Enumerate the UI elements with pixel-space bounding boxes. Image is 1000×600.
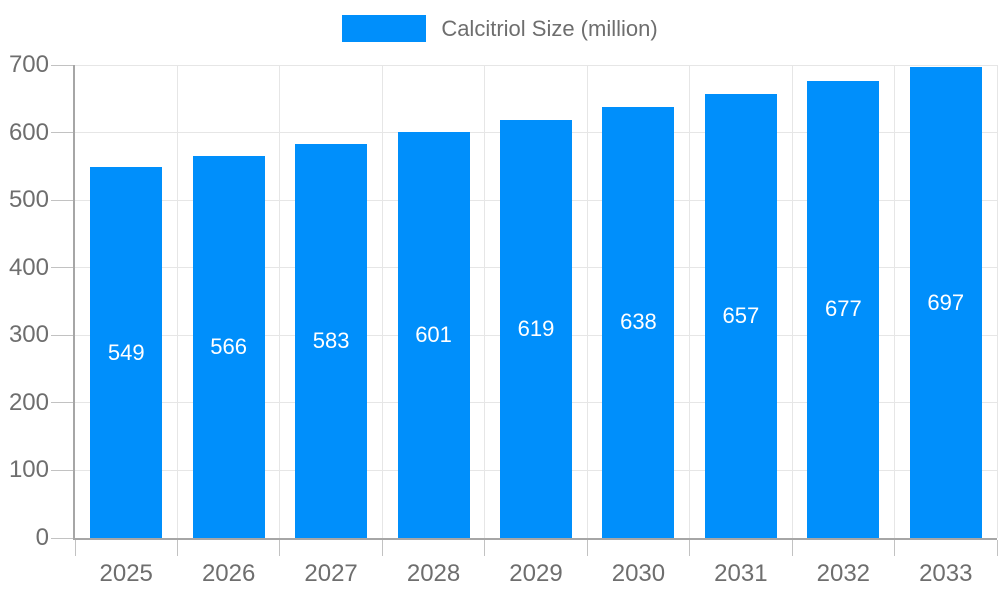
y-axis-tick [51,267,73,269]
y-axis-label: 600 [8,118,49,146]
y-axis-label: 700 [8,51,49,78]
x-axis-label: 2026 [201,560,256,587]
y-axis-tick [51,334,73,336]
x-axis-label: 2028 [406,560,461,587]
y-axis-tick [51,402,73,404]
x-axis-tick [689,540,691,556]
bar-value-label: 619 [517,315,555,341]
legend-swatch [342,15,427,42]
x-gridline [381,65,383,538]
bar-value-label: 601 [415,321,452,347]
bar-value-label: 677 [824,296,862,322]
y-axis-tick [51,132,73,134]
bar-2027[interactable] [295,144,368,538]
plot-area: 0 100 200 300 400 500 600 700 2025 549 2026 566 2027… [9,51,998,587]
x-gridline [279,65,281,538]
x-gridline [484,65,486,538]
bar-2026[interactable] [192,155,265,538]
x-gridline [791,65,793,538]
x-axis-tick [894,540,896,556]
y-axis-tick [51,537,73,539]
x-axis-tick [586,540,588,556]
bar-value-label: 583 [312,328,350,354]
bar-value-label: 566 [210,333,248,359]
x-axis-label: 2033 [919,560,973,587]
x-gridline [996,65,998,538]
x-axis-tick [381,540,383,556]
x-axis-tick [74,540,76,556]
x-gridline [689,65,691,538]
y-axis-label: 300 [8,321,49,349]
legend[interactable]: Calcitriol Size (million) [0,15,1000,42]
legend-label: Calcitriol Size (million) [441,15,658,41]
x-gridline [894,65,896,538]
x-axis-label: 2025 [99,560,153,587]
x-axis-label: 2031 [714,560,768,587]
y-gridline [75,64,997,66]
y-axis-label: 0 [35,524,49,551]
bar-2032[interactable] [807,80,880,538]
x-axis-tick [791,540,793,556]
x-axis-label: 2029 [509,560,563,587]
y-axis-tick [51,469,73,471]
x-axis-tick [279,540,281,556]
bar-2031[interactable] [704,94,777,538]
x-gridline [176,65,178,538]
x-axis-label: 2030 [611,560,666,587]
bar-value-label: 638 [620,309,657,335]
x-axis-tick [996,540,998,556]
bar-2033[interactable] [909,67,982,538]
x-gridline [586,65,588,538]
x-axis-label: 2027 [304,560,358,587]
y-axis-label: 200 [8,388,49,416]
bar-2025[interactable] [90,167,163,538]
bar-2029[interactable] [500,119,572,538]
bar-value-label: 657 [722,303,760,329]
y-axis-tick [51,199,73,201]
bar-2030[interactable] [602,106,675,538]
bar-value-label: 549 [107,339,145,365]
y-axis-tick [51,64,73,66]
x-axis-tick [484,540,486,556]
x-axis-label: 2032 [816,560,871,587]
bar-2028[interactable] [397,131,470,538]
bar-value-label: 697 [927,289,965,315]
y-axis-label: 500 [8,186,49,214]
y-axis-label: 100 [8,456,49,484]
y-axis-label: 400 [8,253,49,281]
x-axis-tick [176,540,178,556]
